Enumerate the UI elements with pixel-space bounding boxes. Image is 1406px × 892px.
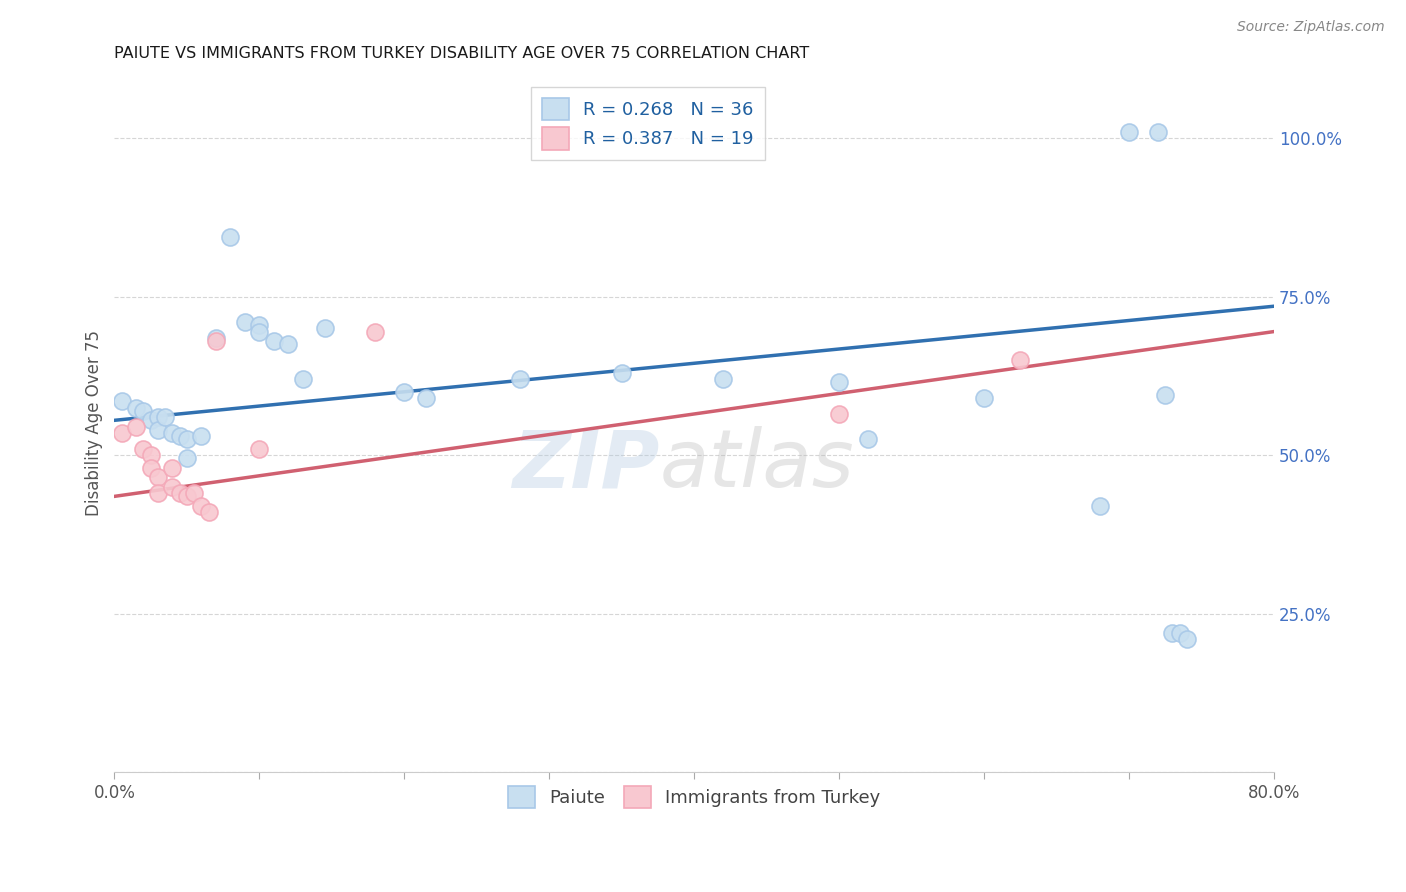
Point	[263, 334, 285, 348]
Point	[139, 460, 162, 475]
Point	[277, 337, 299, 351]
Point	[828, 407, 851, 421]
Point	[111, 394, 134, 409]
Point	[711, 372, 734, 386]
Point	[856, 433, 879, 447]
Legend: Paiute, Immigrants from Turkey: Paiute, Immigrants from Turkey	[501, 779, 887, 815]
Point	[1147, 125, 1170, 139]
Y-axis label: Disability Age Over 75: Disability Age Over 75	[86, 330, 103, 516]
Point	[205, 331, 228, 345]
Point	[205, 334, 228, 348]
Point	[176, 489, 198, 503]
Point	[1161, 625, 1184, 640]
Point	[183, 486, 205, 500]
Point	[146, 410, 169, 425]
Point	[610, 366, 633, 380]
Point	[169, 486, 191, 500]
Point	[247, 325, 270, 339]
Point	[1175, 632, 1198, 646]
Point	[1010, 353, 1032, 368]
Text: atlas: atlas	[659, 426, 853, 504]
Point	[190, 429, 212, 443]
Point	[364, 325, 387, 339]
Point	[314, 321, 336, 335]
Point	[1118, 125, 1140, 139]
Text: ZIP: ZIP	[512, 426, 659, 504]
Point	[828, 376, 851, 390]
Point	[233, 315, 256, 329]
Point	[190, 499, 212, 513]
Point	[132, 442, 155, 456]
Point	[125, 401, 148, 415]
Point	[973, 391, 995, 405]
Point	[146, 423, 169, 437]
Point	[247, 442, 270, 456]
Point	[146, 486, 169, 500]
Point	[132, 404, 155, 418]
Point	[146, 470, 169, 484]
Text: PAIUTE VS IMMIGRANTS FROM TURKEY DISABILITY AGE OVER 75 CORRELATION CHART: PAIUTE VS IMMIGRANTS FROM TURKEY DISABIL…	[114, 46, 810, 62]
Point	[1088, 499, 1111, 513]
Point	[162, 425, 184, 440]
Point	[162, 460, 184, 475]
Point	[291, 372, 314, 386]
Point	[415, 391, 437, 405]
Point	[1154, 388, 1177, 402]
Point	[176, 433, 198, 447]
Point	[219, 229, 242, 244]
Point	[197, 505, 219, 519]
Text: Source: ZipAtlas.com: Source: ZipAtlas.com	[1237, 20, 1385, 34]
Point	[125, 419, 148, 434]
Point	[153, 410, 176, 425]
Point	[169, 429, 191, 443]
Point	[247, 318, 270, 333]
Point	[176, 451, 198, 466]
Point	[509, 372, 531, 386]
Point	[394, 384, 416, 399]
Point	[162, 480, 184, 494]
Point	[1168, 625, 1191, 640]
Point	[139, 413, 162, 427]
Point	[139, 448, 162, 462]
Point	[111, 425, 134, 440]
